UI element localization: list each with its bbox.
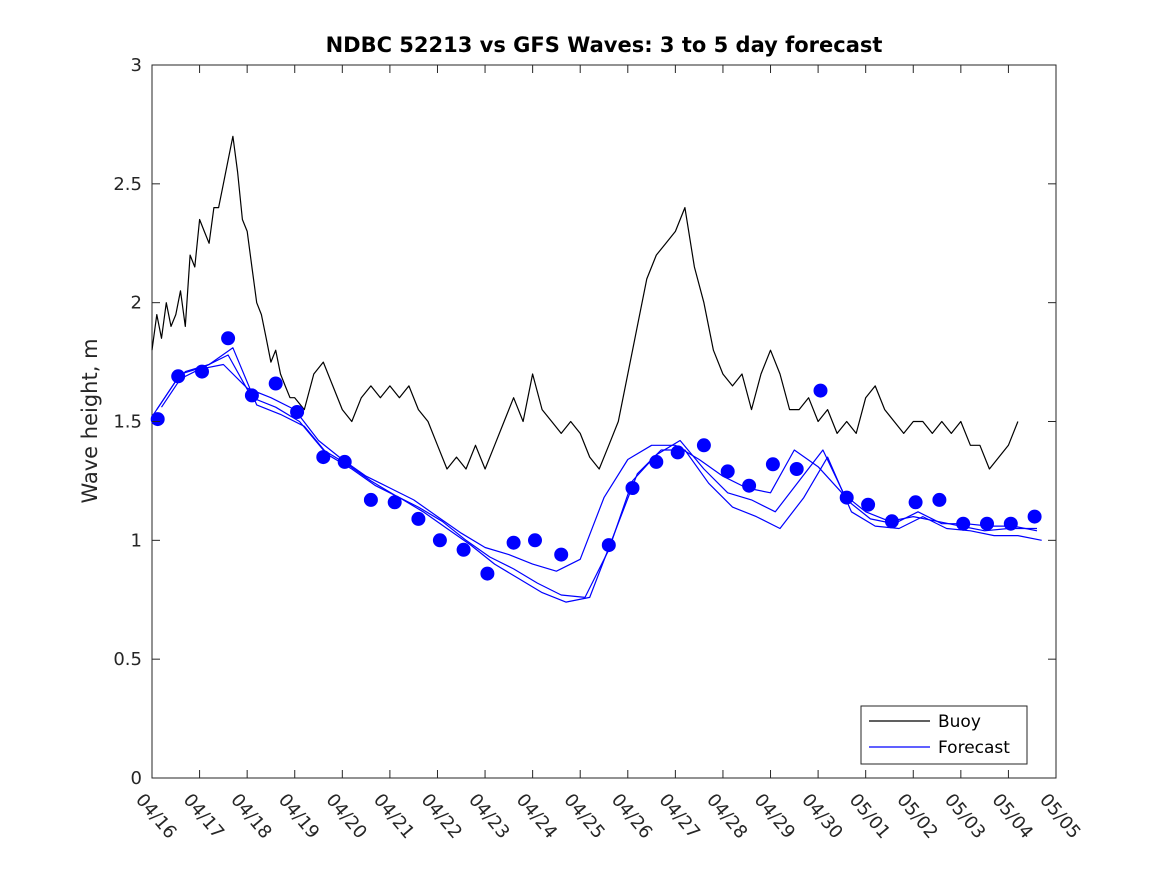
forecast-point (337, 454, 352, 469)
marker-layer (150, 331, 1042, 581)
forecast-point (932, 492, 947, 507)
forecast-point (554, 547, 569, 562)
forecast-point (432, 533, 447, 548)
forecast-point (411, 511, 426, 526)
legend-box (860, 705, 1028, 765)
series-line-0 (151, 135, 1019, 470)
forecast-point (290, 405, 305, 419)
plot-area (151, 64, 1057, 779)
forecast-point (813, 383, 828, 398)
forecast-point (908, 495, 923, 510)
y-tick-label: 3 (131, 55, 142, 76)
y-tick-label: 0 (131, 768, 142, 789)
y-tick-label: 1 (131, 530, 142, 551)
forecast-point (171, 369, 186, 384)
y-tick-label: 2 (131, 293, 142, 314)
forecast-point (316, 450, 331, 465)
forecast-point (150, 412, 165, 427)
y-tick-label: 2.5 (113, 174, 142, 195)
forecast-point (742, 478, 757, 493)
forecast-point (789, 462, 804, 476)
forecast-point (387, 495, 402, 510)
chart-title: NDBC 52213 vs GFS Waves: 3 to 5 day fore… (326, 33, 883, 57)
forecast-point (696, 438, 711, 453)
forecast-point (1003, 516, 1018, 531)
forecast-point (839, 490, 854, 505)
forecast-point (884, 514, 899, 529)
series-line-4 (161, 347, 1042, 603)
forecast-point (221, 331, 236, 346)
forecast-point (670, 445, 685, 460)
legend-label-buoy: Buoy (938, 712, 981, 732)
forecast-point (268, 376, 283, 391)
y-tick-label: 0.5 (113, 649, 142, 670)
forecast-point (956, 516, 971, 531)
forecast-point (244, 388, 259, 403)
y-axis-ticks: 0 0.5 1 1.5 2 2.5 3 (113, 55, 1056, 789)
legend-label-forecast: Forecast (938, 738, 1010, 758)
forecast-point (528, 533, 542, 548)
legend: Buoy Forecast (860, 705, 1028, 765)
forecast-point (765, 457, 780, 472)
forecast-point (363, 492, 378, 507)
y-axis-label: Wave height, m (78, 338, 102, 503)
forecast-point (861, 497, 876, 512)
forecast-point (980, 516, 994, 531)
forecast-point (1027, 509, 1042, 524)
forecast-point (480, 566, 495, 581)
forecast-point (506, 535, 521, 550)
forecast-point (601, 538, 616, 553)
forecast-point (625, 481, 640, 495)
forecast-point (649, 454, 664, 469)
forecast-point (456, 542, 471, 557)
forecast-point (720, 464, 735, 479)
y-tick-label: 1.5 (113, 412, 142, 433)
forecast-point (195, 364, 209, 379)
